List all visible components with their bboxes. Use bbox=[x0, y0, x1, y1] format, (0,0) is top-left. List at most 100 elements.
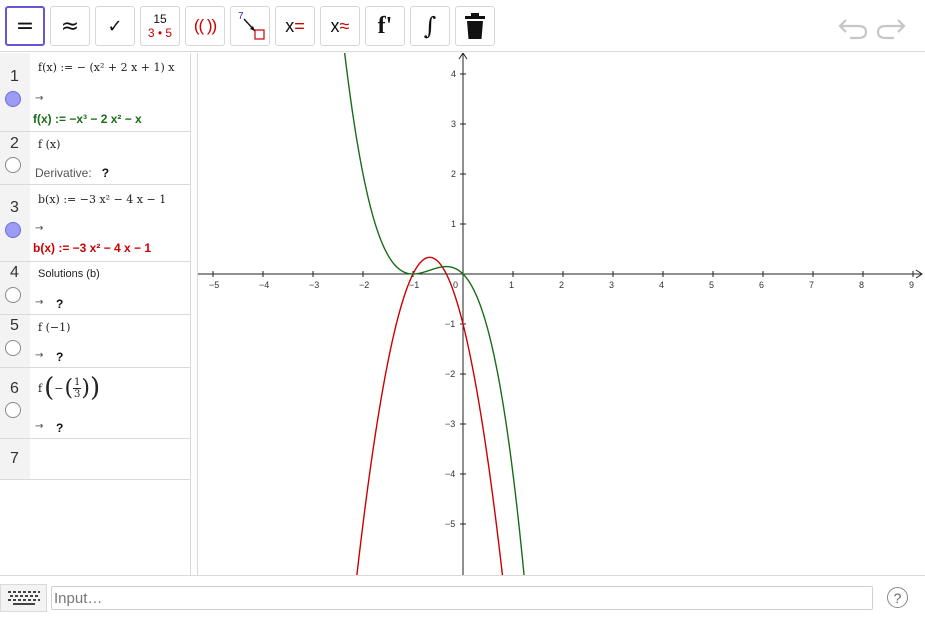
visibility-toggle[interactable] bbox=[5, 157, 21, 173]
row-output: f(x) := −x³ − 2 x² − x bbox=[33, 112, 142, 126]
x-tick-label: 6 bbox=[759, 280, 764, 290]
visibility-toggle[interactable] bbox=[5, 287, 21, 303]
svg-text:7: 7 bbox=[238, 11, 244, 22]
graph-canvas[interactable]: −5 −4 −3 −2 −1 0 1 2 3 4 5 6 7 8 9 4 3 2 1 −1 −2 −3 −4 −5 bbox=[198, 53, 925, 575]
graphics-view[interactable]: −5 −4 −3 −2 −1 0 1 2 3 4 5 6 7 8 9 4 3 2 1 −1 −2 −3 −4 −5 bbox=[197, 53, 925, 575]
y-tick-label: −3 bbox=[445, 419, 455, 429]
integral-button[interactable]: ∫ bbox=[410, 6, 450, 46]
row-number: 4 bbox=[10, 264, 19, 281]
help-button[interactable]: ? bbox=[887, 587, 908, 608]
delete-button[interactable] bbox=[455, 6, 495, 46]
row-input[interactable]: f (x) bbox=[38, 138, 61, 151]
solve-button[interactable]: x= bbox=[275, 6, 315, 46]
input-field[interactable] bbox=[51, 586, 873, 610]
derivative-icon: f' bbox=[377, 12, 393, 39]
x-tick-label: −3 bbox=[309, 280, 319, 290]
x-tick-label: −5 bbox=[209, 280, 219, 290]
cas-row-6[interactable]: 6 f ( − ( 1 3 ) ) → ? bbox=[0, 368, 190, 439]
x-tick-label: 7 bbox=[809, 280, 814, 290]
y-tick-label: 2 bbox=[451, 169, 456, 179]
row-output: b(x) := −3 x² − 4 x − 1 bbox=[33, 241, 152, 255]
y-tick-label: 3 bbox=[451, 119, 456, 129]
undo-icon bbox=[838, 19, 868, 40]
approx-icon: ≈ bbox=[60, 13, 80, 39]
row-input[interactable]: f(x) := − (x² + 2 x + 1) x bbox=[38, 61, 175, 74]
row-output: ? bbox=[56, 350, 64, 364]
x-tick-label: 4 bbox=[659, 280, 664, 290]
row-number: 1 bbox=[10, 68, 19, 85]
numeric-button[interactable]: ≈ bbox=[50, 6, 90, 46]
row-number: 6 bbox=[10, 380, 19, 397]
row-output: Derivative:? bbox=[35, 166, 110, 180]
visibility-toggle[interactable] bbox=[5, 91, 21, 107]
visibility-toggle[interactable] bbox=[5, 222, 21, 238]
input-bar: ? bbox=[0, 575, 925, 620]
expand-icon: (( )) bbox=[193, 16, 217, 35]
numeric-solve-button[interactable]: x≈ bbox=[320, 6, 360, 46]
row-input[interactable]: f ( − ( 1 3 ) ) bbox=[38, 373, 101, 403]
nsolve-icon: x≈ bbox=[330, 15, 350, 36]
curve-f[interactable] bbox=[343, 53, 526, 575]
undo-button[interactable] bbox=[838, 14, 868, 40]
redo-button[interactable] bbox=[876, 14, 906, 40]
row-number: 5 bbox=[10, 317, 19, 334]
row-input[interactable]: f (−1) bbox=[38, 321, 71, 334]
x-tick-label: 5 bbox=[709, 280, 714, 290]
x-tick-label: 1 bbox=[509, 280, 514, 290]
help-icon: ? bbox=[893, 589, 902, 606]
factor-button[interactable]: 15 3 • 5 bbox=[140, 6, 180, 46]
row-number: 7 bbox=[10, 450, 19, 467]
cas-view: 1 f(x) := − (x² + 2 x + 1) x → f(x) := −… bbox=[0, 53, 191, 575]
x-tick-label: −4 bbox=[259, 280, 269, 290]
x-tick-label: 3 bbox=[609, 280, 614, 290]
row-input[interactable]: Solutions (b) bbox=[38, 268, 100, 280]
expand-button[interactable]: (( )) bbox=[185, 6, 225, 46]
x-tick-label: 8 bbox=[859, 280, 864, 290]
integral-icon: ∫ bbox=[423, 12, 437, 40]
keep-input-button[interactable]: ✓ bbox=[95, 6, 135, 46]
y-axis-arrow-icon bbox=[458, 53, 468, 60]
solve-icon: x= bbox=[285, 15, 305, 36]
x-tick-label: 2 bbox=[559, 280, 564, 290]
row-number: 3 bbox=[10, 199, 19, 216]
tick-labels: −5 −4 −3 −2 −1 0 1 2 3 4 5 6 7 8 9 4 3 2 1 −1 −2 −3 −4 −5 bbox=[209, 69, 914, 529]
arrow-icon: → bbox=[35, 93, 44, 104]
trash-icon bbox=[465, 13, 485, 39]
curve-b[interactable] bbox=[355, 256, 505, 575]
equals-icon: = bbox=[15, 13, 35, 39]
x-tick-label: −2 bbox=[359, 280, 369, 290]
cas-row-3[interactable]: 3 b(x) := −3 x² − 4 x − 1 → b(x) := −3 x… bbox=[0, 185, 190, 262]
factor-icon: 15 3 • 5 bbox=[147, 12, 173, 40]
y-tick-label: 1 bbox=[451, 219, 456, 229]
y-tick-label: −4 bbox=[445, 469, 455, 479]
arrow-icon: → bbox=[35, 297, 44, 308]
cas-row-7[interactable]: 7 bbox=[0, 439, 190, 480]
arrow-icon: → bbox=[35, 223, 44, 234]
x-tick-label: 0 bbox=[453, 280, 458, 290]
row-number: 2 bbox=[10, 135, 19, 152]
keyboard-icon bbox=[7, 591, 40, 605]
cas-row-2[interactable]: 2 f (x) Derivative:? bbox=[0, 132, 190, 185]
toolbar: = ≈ ✓ 15 3 • 5 (( )) 7 x= x≈ f' ∫ bbox=[0, 0, 925, 52]
row-input[interactable]: b(x) := −3 x² − 4 x − 1 bbox=[38, 193, 167, 206]
cas-row-1[interactable]: 1 f(x) := − (x² + 2 x + 1) x → f(x) := −… bbox=[0, 53, 190, 132]
tick-marks bbox=[212, 73, 914, 525]
y-tick-label: 4 bbox=[451, 69, 456, 79]
arrow-icon: → bbox=[35, 350, 44, 361]
cas-row-5[interactable]: 5 f (−1) → ? bbox=[0, 315, 190, 368]
cas-row-4[interactable]: 4 Solutions (b) → ? bbox=[0, 262, 190, 315]
derivative-button[interactable]: f' bbox=[365, 6, 405, 46]
x-axis-arrow-icon bbox=[915, 269, 923, 279]
visibility-toggle[interactable] bbox=[5, 340, 21, 356]
y-tick-label: −5 bbox=[445, 519, 455, 529]
check-icon: ✓ bbox=[107, 15, 123, 37]
y-tick-label: −2 bbox=[445, 369, 455, 379]
redo-icon bbox=[876, 19, 906, 40]
y-tick-label: −1 bbox=[445, 319, 455, 329]
x-tick-label: 9 bbox=[909, 280, 914, 290]
evaluate-button[interactable]: = bbox=[5, 6, 45, 46]
keyboard-button[interactable] bbox=[0, 584, 47, 612]
substitute-button[interactable]: 7 bbox=[230, 6, 270, 46]
visibility-toggle[interactable] bbox=[5, 402, 21, 418]
